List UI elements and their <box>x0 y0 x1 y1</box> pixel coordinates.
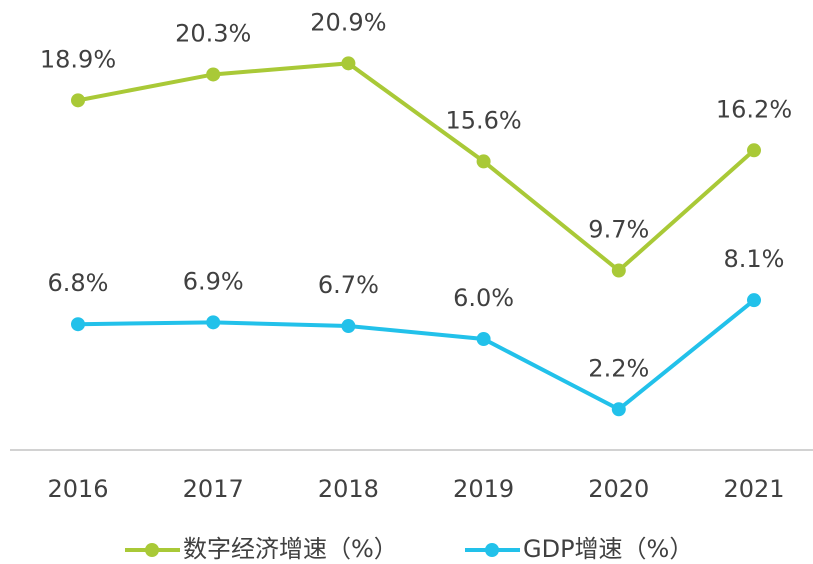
series-line <box>77 61 756 274</box>
x-tick-label: 2017 <box>183 475 244 503</box>
legend-marker <box>145 543 159 557</box>
data-point <box>341 56 356 71</box>
x-tick-label: 2019 <box>453 475 514 503</box>
x-tick-label: 2018 <box>318 475 379 503</box>
data-label: 2.2% <box>588 354 649 382</box>
data-point <box>476 332 491 346</box>
data-point <box>747 143 761 158</box>
x-tick-label: 2016 <box>47 475 108 503</box>
data-label: 20.3% <box>175 19 251 47</box>
x-tick-label: 2020 <box>588 475 649 503</box>
data-point <box>206 67 221 82</box>
data-label: 9.7% <box>588 216 649 244</box>
data-point <box>611 402 626 417</box>
legend-label: GDP增速（%） <box>523 535 693 563</box>
data-point <box>71 317 85 332</box>
data-point <box>206 315 221 330</box>
data-label: 6.8% <box>48 269 109 297</box>
data-point <box>747 293 761 308</box>
x-tick-label: 2021 <box>723 475 784 503</box>
data-point <box>341 319 356 334</box>
legend-marker <box>485 543 499 557</box>
data-label: 6.9% <box>183 267 244 295</box>
data-label: 6.7% <box>318 271 379 299</box>
series-line <box>77 298 756 412</box>
data-label: 16.2% <box>716 95 792 123</box>
data-label: 20.9% <box>310 8 386 36</box>
legend-label: 数字经济增速（%） <box>183 535 398 563</box>
data-label: 15.6% <box>445 106 521 134</box>
data-label: 18.9% <box>40 45 116 73</box>
data-point <box>71 93 85 108</box>
data-point <box>476 154 491 169</box>
data-point <box>611 263 626 278</box>
data-label: 8.1% <box>724 245 785 273</box>
data-label: 6.0% <box>453 284 514 312</box>
